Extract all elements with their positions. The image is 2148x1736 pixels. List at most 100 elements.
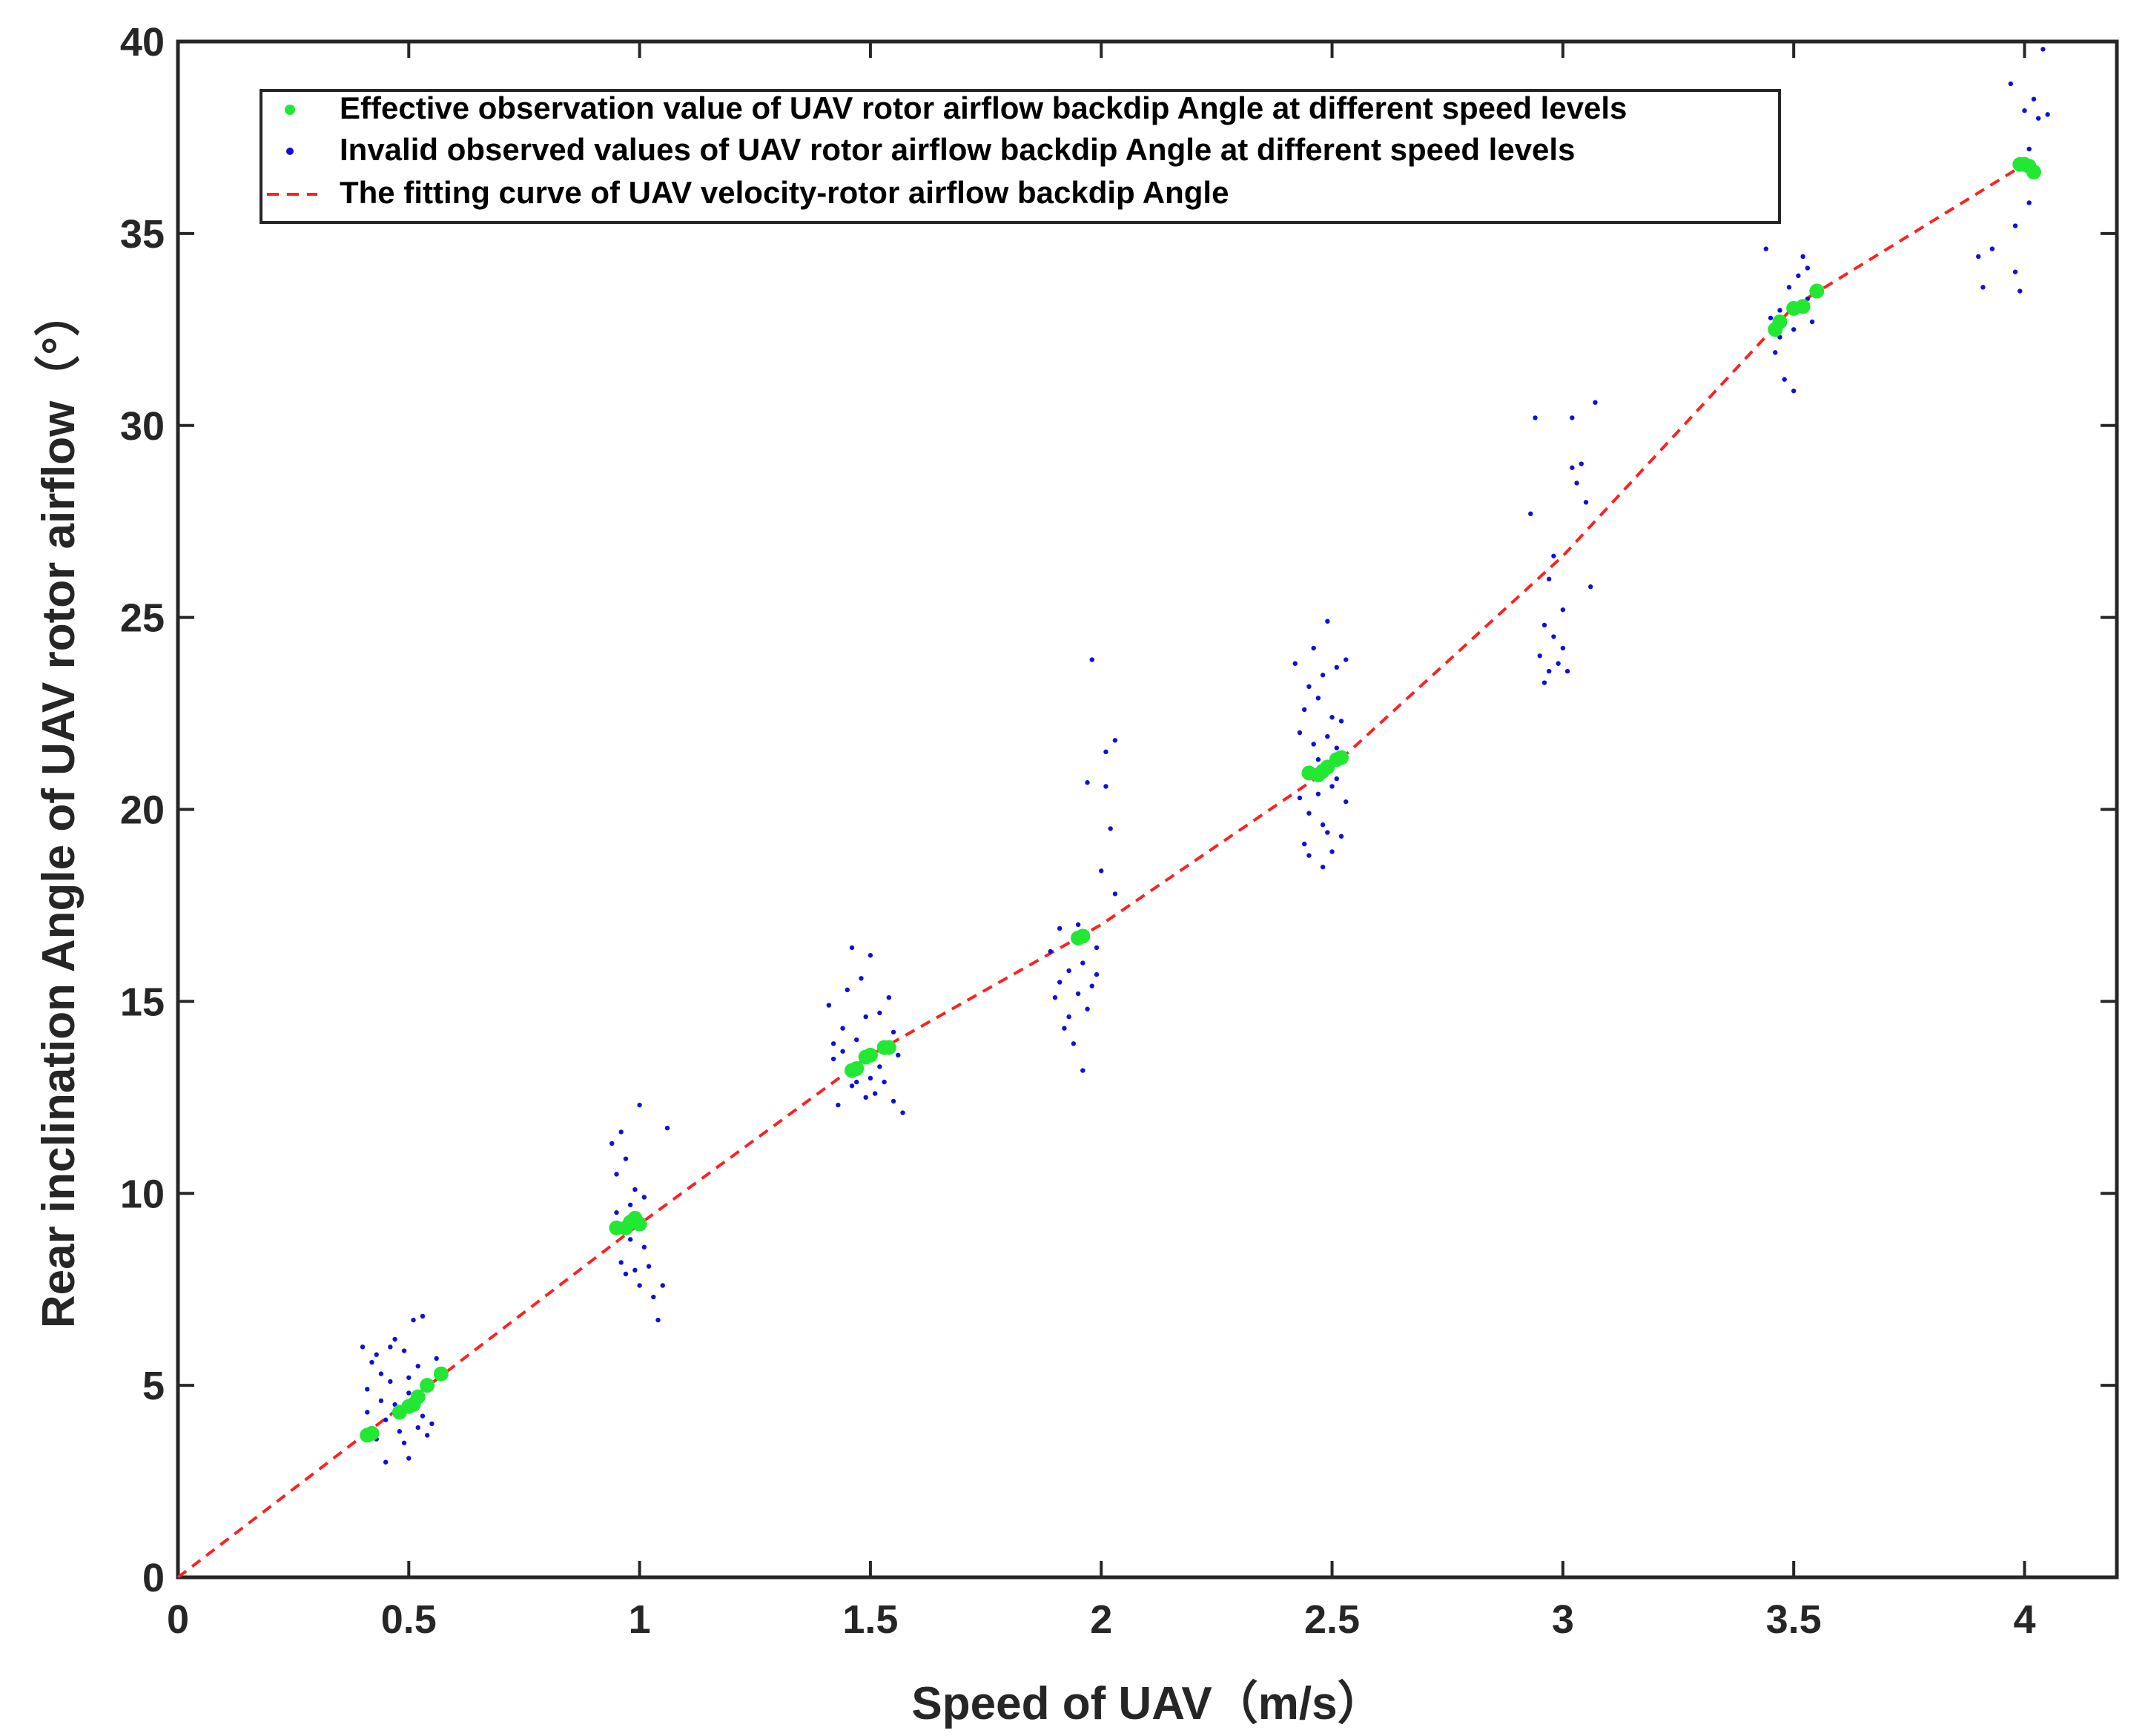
invalid-observation-point — [632, 1187, 638, 1192]
invalid-observation-point — [1791, 327, 1797, 332]
invalid-observation-point — [830, 1056, 836, 1062]
invalid-observation-point — [1786, 285, 1792, 290]
invalid-observation-point — [1320, 822, 1326, 828]
invalid-observation-point — [1588, 584, 1593, 590]
invalid-observation-point — [840, 1049, 845, 1054]
invalid-observation-point — [1338, 719, 1344, 724]
invalid-observation-point — [1315, 791, 1321, 796]
invalid-observation-point — [1574, 481, 1579, 486]
invalid-observation-point — [411, 1317, 416, 1323]
invalid-observation-point — [2008, 81, 2013, 87]
y-tick-label: 0 — [142, 1556, 165, 1600]
invalid-observation-point — [845, 987, 850, 993]
invalid-observation-point — [1768, 315, 1774, 320]
x-tick-label: 2 — [1090, 1597, 1112, 1642]
invalid-observation-point — [1564, 668, 1570, 674]
invalid-observation-point — [2035, 116, 2041, 121]
effective-observation-point — [1795, 299, 1811, 314]
invalid-observation-point — [2012, 269, 2018, 274]
invalid-observation-point — [1103, 784, 1108, 789]
invalid-observation-point — [1089, 657, 1094, 662]
invalid-observation-point — [849, 1083, 855, 1089]
invalid-observation-point — [1080, 960, 1085, 966]
invalid-observation-point — [1334, 776, 1339, 782]
y-tick-label: 15 — [120, 980, 165, 1024]
invalid-observation-point — [1075, 922, 1081, 928]
effective-observation-point — [364, 1425, 380, 1441]
legend-entry-invalid: Invalid observed values of UAV rotor air… — [340, 132, 1575, 167]
invalid-observation-point — [365, 1410, 370, 1415]
invalid-observation-point — [420, 1413, 426, 1419]
invalid-observation-point — [1099, 868, 1104, 874]
invalid-observation-point — [374, 1352, 379, 1357]
invalid-observation-point — [1533, 415, 1538, 420]
invalid-observation-point — [1570, 465, 1575, 470]
invalid-observation-point — [1108, 826, 1113, 831]
invalid-observation-point — [1315, 696, 1321, 701]
invalid-observation-point — [1329, 715, 1335, 720]
invalid-observation-point — [1297, 730, 1303, 736]
invalid-observation-point — [1057, 980, 1063, 985]
invalid-observation-point — [637, 1283, 642, 1288]
invalid-observation-point — [1329, 849, 1335, 854]
invalid-observation-point — [614, 1172, 619, 1177]
invalid-observation-point — [365, 1387, 370, 1392]
invalid-observation-point — [877, 1064, 882, 1069]
legend-entry-effective: Effective observation value of UAV rotor… — [340, 90, 1627, 125]
effective-observation-point — [632, 1216, 647, 1232]
invalid-observation-point — [886, 994, 892, 1000]
invalid-observation-point — [2031, 96, 2037, 102]
legend: Effective observation value of UAV rotor… — [260, 89, 1781, 224]
legend-entry-fitting-curve: The fitting curve of UAV velocity-rotor … — [340, 175, 1229, 210]
invalid-observation-point — [1560, 607, 1566, 613]
invalid-observation-point — [401, 1440, 407, 1445]
invalid-observation-point — [1777, 308, 1782, 313]
legend-marker-effective — [285, 105, 295, 115]
x-axis-label: Speed of UAV（m/s） — [911, 1677, 1383, 1729]
x-tick-label: 3.5 — [1766, 1597, 1822, 1642]
invalid-observation-point — [623, 1156, 629, 1161]
invalid-observation-point — [627, 1202, 633, 1207]
invalid-observation-point — [890, 1098, 896, 1104]
invalid-observation-point — [1800, 254, 1805, 260]
invalid-observation-point — [406, 1390, 412, 1396]
invalid-observation-point — [849, 945, 855, 951]
invalid-observation-point — [1551, 634, 1556, 639]
effective-observation-point — [410, 1389, 426, 1405]
invalid-observation-point — [1325, 830, 1330, 835]
invalid-observation-point — [369, 1359, 374, 1365]
invalid-observation-point — [1057, 925, 1063, 931]
invalid-observation-point — [1301, 707, 1307, 713]
invalid-observation-point — [1071, 1041, 1077, 1046]
invalid-observation-point — [401, 1348, 407, 1353]
x-tick-label: 2.5 — [1304, 1597, 1360, 1642]
y-tick-label: 5 — [142, 1364, 165, 1408]
effective-observation-point — [433, 1366, 449, 1382]
invalid-observation-point — [651, 1294, 656, 1300]
invalid-observation-point — [1583, 500, 1589, 505]
invalid-observation-point — [1541, 680, 1547, 685]
invalid-observation-point — [378, 1398, 384, 1404]
invalid-observation-point — [1791, 388, 1797, 394]
invalid-observation-point — [1075, 991, 1081, 997]
invalid-observation-point — [1976, 254, 1981, 260]
invalid-observation-point — [2012, 223, 2018, 228]
invalid-observation-point — [1311, 645, 1316, 651]
effective-observation-point — [1334, 750, 1349, 765]
invalid-observation-point — [2018, 288, 2023, 294]
invalid-observation-point — [1094, 971, 1100, 977]
invalid-observation-point — [890, 1029, 896, 1034]
invalid-observation-point — [415, 1364, 420, 1369]
y-tick-label: 40 — [120, 20, 165, 65]
invalid-observation-point — [1103, 749, 1108, 755]
invalid-observation-point — [646, 1264, 652, 1269]
invalid-observation-point — [641, 1244, 647, 1250]
invalid-observation-point — [868, 953, 873, 958]
invalid-observation-point — [1546, 576, 1552, 582]
invalid-observation-point — [383, 1459, 389, 1465]
invalid-observation-point — [1338, 834, 1344, 839]
invalid-observation-point — [1528, 511, 1533, 517]
invalid-observation-point — [420, 1313, 426, 1319]
x-tick-label: 1.5 — [842, 1597, 898, 1642]
x-tick-label: 3 — [1552, 1597, 1574, 1642]
